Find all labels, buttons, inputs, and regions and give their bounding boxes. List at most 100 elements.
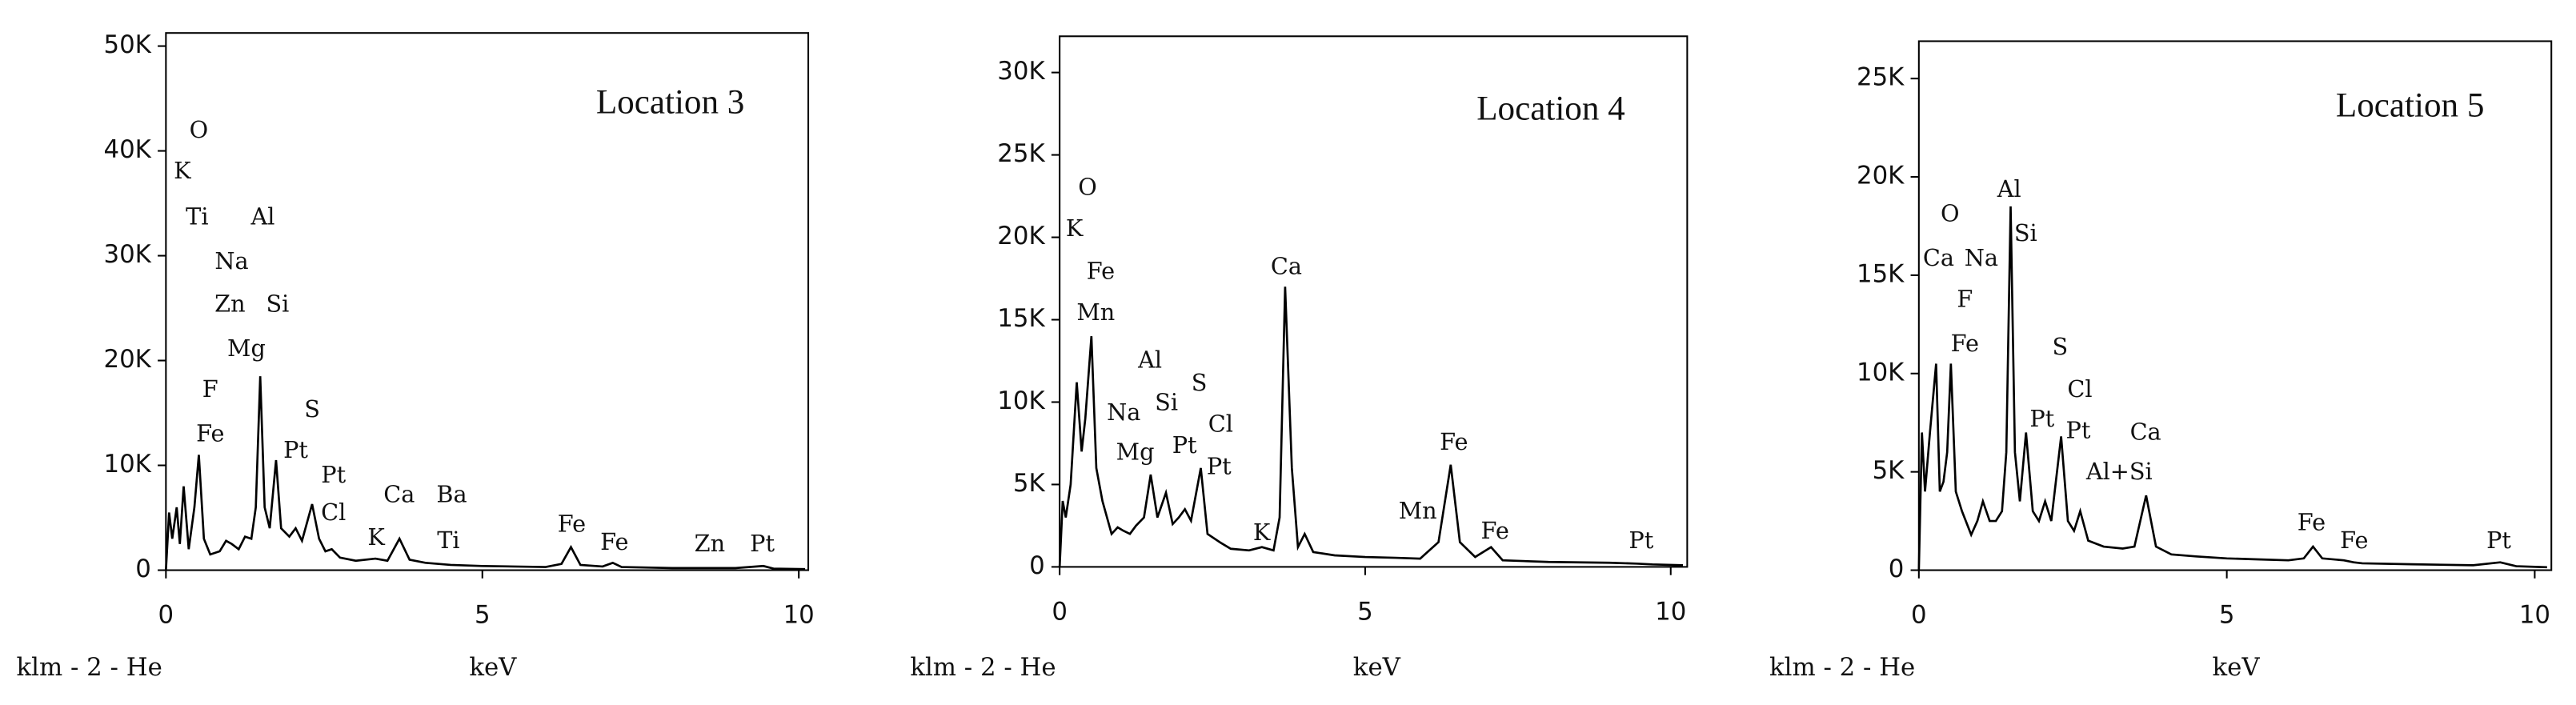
peak-label: Al <box>1997 175 2021 202</box>
peak-label: Na <box>214 247 248 274</box>
peak-label: Si <box>2014 219 2037 246</box>
detector-label: klm - 2 - He <box>17 653 162 682</box>
x-tick-label: 5 <box>2219 600 2235 629</box>
peak-label: Pt <box>2486 527 2511 554</box>
peak-label: Fe <box>600 528 628 555</box>
peak-label: Fe <box>558 511 586 538</box>
y-tick-label: 25K <box>1857 63 1905 92</box>
detector-label: klm - 2 - He <box>910 653 1056 682</box>
y-tick-label: 10K <box>104 450 152 479</box>
peak-label: Fe <box>1440 428 1468 455</box>
peak-label: Ca <box>383 481 415 508</box>
peak-label: K <box>174 157 191 184</box>
peak-label: O <box>1078 174 1097 201</box>
peak-label: Al+Si <box>2085 458 2153 485</box>
x-tick-label: 0 <box>1911 600 1927 629</box>
x-tick-label: 0 <box>1052 597 1068 626</box>
peak-label: Al <box>1137 346 1162 373</box>
peak-label: Si <box>1155 389 1178 416</box>
x-axis-label: keV <box>469 653 517 682</box>
y-tick-label: 0 <box>1029 551 1045 580</box>
peak-label: Mg <box>1116 438 1155 465</box>
peak-label: K <box>1066 214 1084 242</box>
x-tick-label: 5 <box>1357 597 1373 626</box>
peak-label: Pt <box>750 530 775 557</box>
spectrum-line <box>1917 206 2547 571</box>
y-tick-label: 25K <box>997 139 1045 168</box>
chart-title: Location 3 <box>596 83 745 121</box>
y-tick-label: 15K <box>997 304 1045 333</box>
y-tick-label: 50K <box>104 30 152 59</box>
peak-label: Mn <box>1076 298 1115 326</box>
x-tick-label: 10 <box>1655 597 1686 626</box>
peak-label: Ca <box>2130 419 2161 446</box>
spectrum-line <box>1058 286 1684 567</box>
peak-label: Pt <box>283 436 308 463</box>
peak-label: Pt <box>2066 417 2091 444</box>
peak-label: K <box>1253 519 1271 546</box>
chart-title: Location 5 <box>2336 87 2485 125</box>
x-tick-label: 5 <box>475 600 491 629</box>
y-tick-label: 40K <box>104 135 152 164</box>
peak-label: S <box>1192 369 1208 396</box>
peak-label: Pt <box>321 461 346 488</box>
y-tick-label: 5K <box>1013 469 1046 498</box>
x-axis-label: keV <box>1353 653 1401 682</box>
peak-label: Ti <box>437 527 459 554</box>
y-tick-label: 30K <box>997 57 1045 86</box>
peak-label: Fe <box>1087 257 1115 284</box>
peak-label: Ti <box>186 203 208 230</box>
peak-label: Cl <box>2067 375 2092 403</box>
detector-label: klm - 2 - He <box>1769 653 1915 682</box>
peak-label: Pt <box>1172 431 1197 459</box>
plot-frame <box>165 32 810 571</box>
y-tick-label: 20K <box>997 222 1045 250</box>
y-tick-label: 5K <box>1873 456 1905 485</box>
peak-label: S <box>2053 333 2069 360</box>
peak-label: Fe <box>2340 527 2368 554</box>
peak-label: Fe <box>1951 330 1979 357</box>
x-tick-label: 10 <box>2519 600 2550 629</box>
peak-label: Na <box>1107 399 1140 426</box>
peak-label: Na <box>1965 244 1998 271</box>
peak-label: Cl <box>321 499 346 526</box>
x-axis-label: keV <box>2212 653 2260 682</box>
peak-label: Mn <box>1399 497 1437 524</box>
peak-label: O <box>190 116 209 143</box>
peak-label: Zn <box>695 530 725 557</box>
peak-label: O <box>1941 200 1960 227</box>
peak-label: Cl <box>1208 410 1233 437</box>
peak-label: Zn <box>214 290 245 317</box>
x-tick-label: 10 <box>783 600 815 629</box>
y-tick-label: 30K <box>104 240 152 269</box>
peak-label: S <box>304 395 320 423</box>
y-tick-label: 20K <box>104 345 152 374</box>
y-tick-label: 10K <box>997 387 1045 415</box>
peak-label: F <box>1957 285 1973 312</box>
peak-label: F <box>202 375 218 403</box>
peak-label: Fe <box>2298 509 2326 536</box>
spectrum-line <box>165 376 806 571</box>
y-tick-label: 0 <box>135 555 151 583</box>
peak-label: Ca <box>1271 252 1302 279</box>
peak-label: Pt <box>2029 405 2054 432</box>
chart-title: Location 4 <box>1476 90 1625 128</box>
peak-label: Pt <box>1629 527 1653 554</box>
peak-label: Fe <box>196 420 224 447</box>
plot-frame <box>1059 35 1689 568</box>
y-tick-label: 15K <box>1857 259 1905 288</box>
peak-label: Pt <box>1207 453 1232 480</box>
plot-frame <box>1917 40 2553 571</box>
peak-label: Fe <box>1480 517 1508 544</box>
y-tick-label: 10K <box>1857 358 1905 387</box>
peak-label: Al <box>250 203 274 230</box>
peak-label: Mg <box>227 334 266 362</box>
peak-label: Si <box>266 290 290 317</box>
peak-label: K <box>367 523 385 551</box>
peak-label: Ba <box>436 481 467 508</box>
x-tick-label: 0 <box>158 600 174 629</box>
y-tick-label: 0 <box>1889 555 1905 583</box>
y-tick-label: 20K <box>1857 162 1905 190</box>
